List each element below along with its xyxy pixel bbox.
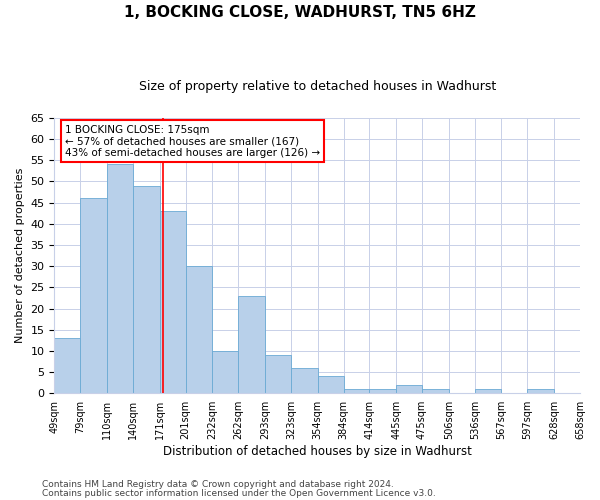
- Bar: [212, 351, 238, 394]
- Y-axis label: Number of detached properties: Number of detached properties: [15, 168, 25, 343]
- Text: 1, BOCKING CLOSE, WADHURST, TN5 6HZ: 1, BOCKING CLOSE, WADHURST, TN5 6HZ: [124, 5, 476, 20]
- Bar: [55, 338, 80, 394]
- Bar: [370, 389, 396, 394]
- Text: Contains public sector information licensed under the Open Government Licence v3: Contains public sector information licen…: [42, 488, 436, 498]
- Title: Size of property relative to detached houses in Wadhurst: Size of property relative to detached ho…: [139, 80, 496, 93]
- Bar: [475, 389, 502, 394]
- Text: 1 BOCKING CLOSE: 175sqm
← 57% of detached houses are smaller (167)
43% of semi-d: 1 BOCKING CLOSE: 175sqm ← 57% of detache…: [65, 124, 320, 158]
- Bar: [422, 389, 449, 394]
- Bar: [317, 376, 344, 394]
- Bar: [185, 266, 212, 394]
- Bar: [133, 186, 160, 394]
- Text: Contains HM Land Registry data © Crown copyright and database right 2024.: Contains HM Land Registry data © Crown c…: [42, 480, 394, 489]
- Bar: [527, 389, 554, 394]
- Bar: [238, 296, 265, 394]
- Bar: [160, 211, 185, 394]
- Bar: [107, 164, 133, 394]
- Bar: [265, 355, 291, 394]
- X-axis label: Distribution of detached houses by size in Wadhurst: Distribution of detached houses by size …: [163, 444, 472, 458]
- Bar: [344, 389, 370, 394]
- Bar: [80, 198, 107, 394]
- Bar: [291, 368, 317, 394]
- Bar: [396, 385, 422, 394]
